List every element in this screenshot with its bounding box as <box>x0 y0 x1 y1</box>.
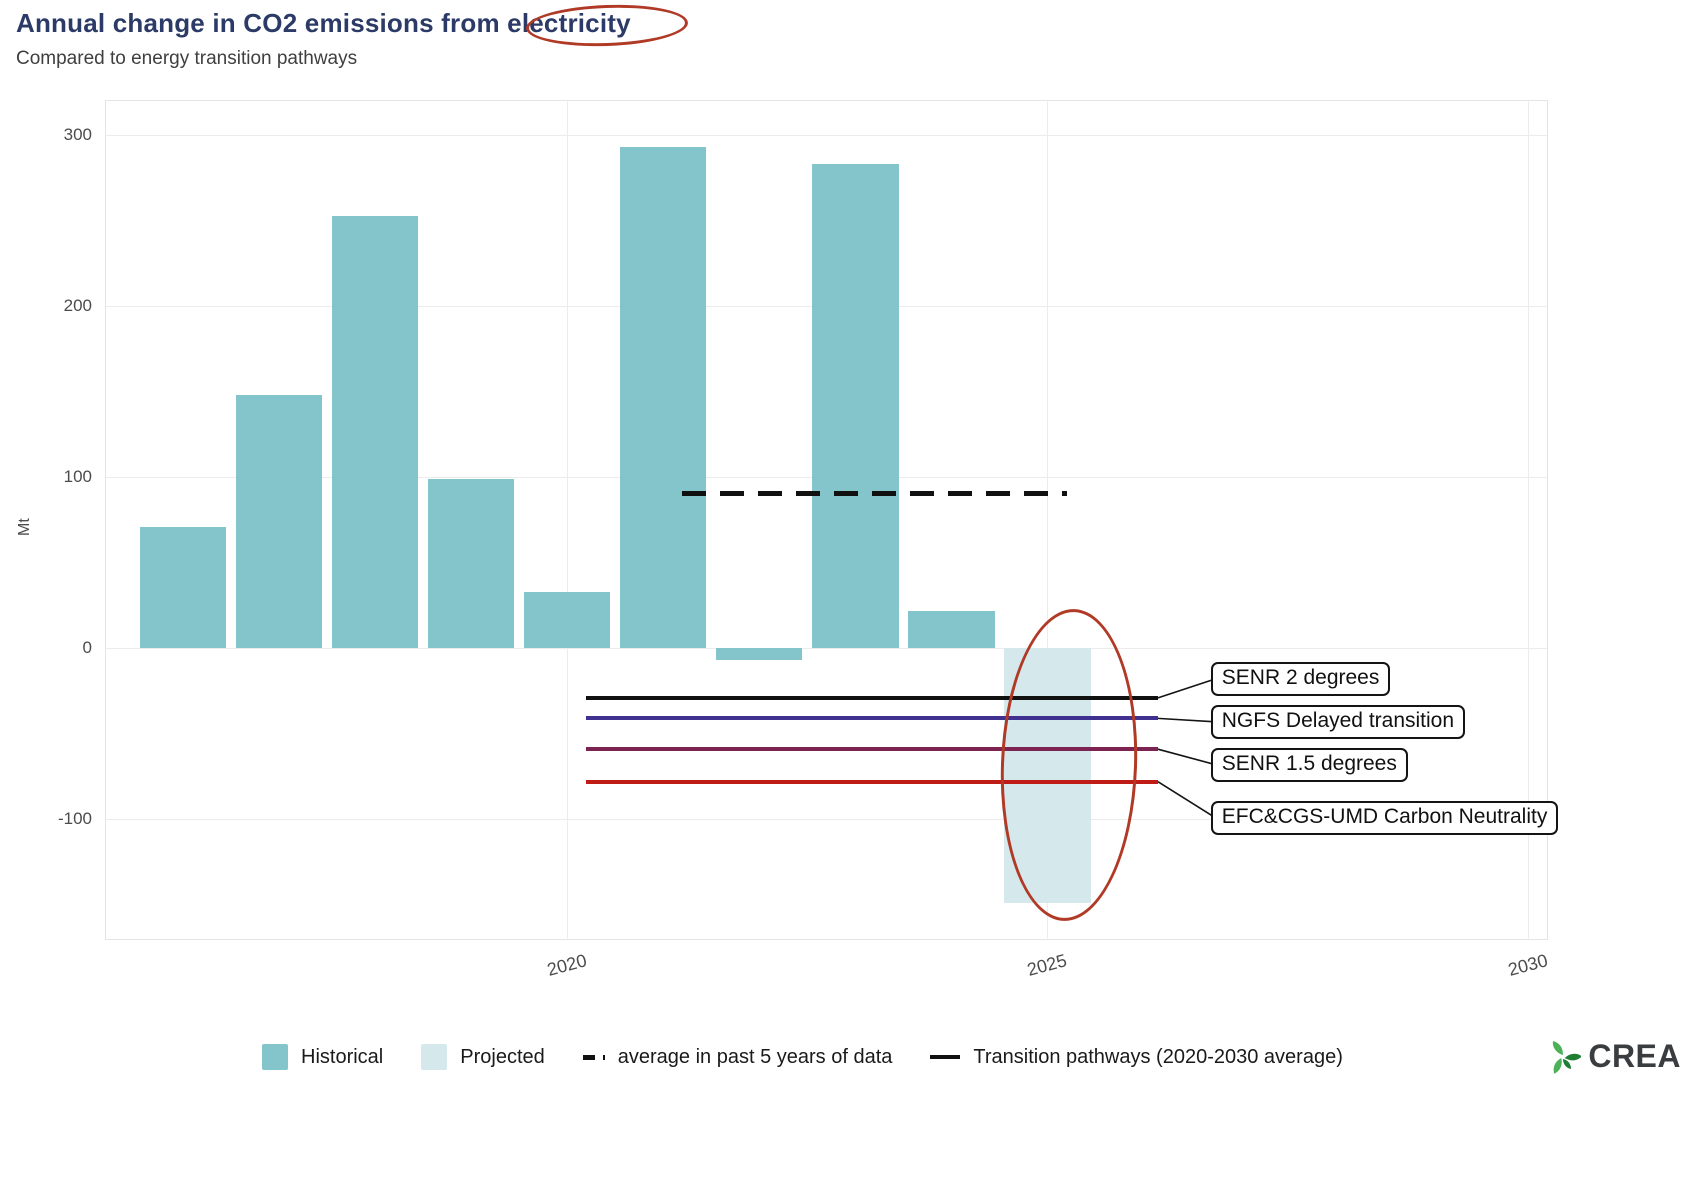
pathway-label-efc-cgs-umd-carbon-neutrality: EFC&CGS-UMD Carbon Neutrality <box>1210 800 1559 835</box>
gridline-vertical <box>567 101 569 939</box>
crea-logo-text: CREA <box>1588 1038 1681 1074</box>
gridline-horizontal <box>106 135 1547 137</box>
gridline-horizontal <box>106 648 1547 650</box>
legend-item-projected: Projected <box>421 1044 545 1070</box>
y-tick-label: 100 <box>63 467 92 487</box>
historical-bar <box>812 164 899 649</box>
page-subtitle: Compared to energy transition pathways <box>16 48 358 69</box>
historical-bar <box>427 478 515 649</box>
page-title: Annual change in CO2 emissions from elec… <box>16 8 631 38</box>
legend-solid-line-glyph <box>930 1055 961 1059</box>
y-tick-label: -100 <box>57 809 92 829</box>
historical-bar <box>523 591 611 649</box>
refline-ngfs-delayed-transition <box>586 716 1158 721</box>
legend-item-average-in-past-5-years-of-data: average in past 5 years of data <box>582 1045 893 1069</box>
refline-senr-1-5-degrees <box>586 747 1158 752</box>
crea-leaf-icon <box>1553 1040 1582 1074</box>
x-tick-label: 2025 <box>1025 950 1070 980</box>
legend-swatch <box>421 1044 448 1070</box>
y-axis-title: Mt <box>16 518 33 536</box>
gridline-horizontal <box>106 819 1547 821</box>
gridline-vertical <box>1527 101 1529 939</box>
legend-label: Projected <box>460 1045 545 1068</box>
x-tick-label: 2020 <box>545 950 589 980</box>
historical-bar <box>235 395 323 649</box>
legend-dashed-line-glyph <box>582 1054 605 1060</box>
historical-bar <box>139 526 227 649</box>
y-tick-label: 200 <box>63 296 92 316</box>
legend-label: Historical <box>301 1045 384 1068</box>
pathway-label-ngfs-delayed-transition: NGFS Delayed transition <box>1210 704 1466 739</box>
pathway-label-senr-1-5-degrees: SENR 1.5 degrees <box>1210 747 1408 782</box>
refline-average-in-past-5-years-of-data <box>682 491 1067 497</box>
plot-area: 300 200 100 0 -100 2020 2025 2030 SENR 2 degrees… <box>58 100 1559 980</box>
y-tick-label: 300 <box>63 125 92 145</box>
historical-bar <box>619 147 707 649</box>
crea-logo: CREA <box>1545 1038 1681 1075</box>
historical-bar <box>716 648 803 661</box>
refline-efc-cgs-umd-carbon-neutrality <box>586 779 1158 784</box>
gridline-vertical <box>1047 101 1049 939</box>
x-tick-label: 2030 <box>1505 950 1550 980</box>
pathway-label-senr-2-degrees: SENR 2 degrees <box>1210 662 1391 697</box>
y-tick-label: 0 <box>82 638 92 658</box>
refline-senr-2-degrees <box>586 695 1158 700</box>
legend-item-transition-pathways-2020-2030-average: Transition pathways (2020-2030 average) <box>930 1045 1343 1069</box>
legend-swatch <box>262 1044 288 1070</box>
legend-label: average in past 5 years of data <box>617 1045 893 1068</box>
historical-bar <box>331 215 419 649</box>
legend-label: Transition pathways (2020-2030 average) <box>973 1045 1343 1068</box>
historical-bar <box>908 610 995 649</box>
legend-item-historical: Historical <box>262 1044 383 1070</box>
projected-bar <box>1004 648 1091 904</box>
legend: Historical Projected average in past 5 yea… <box>262 1044 1343 1070</box>
